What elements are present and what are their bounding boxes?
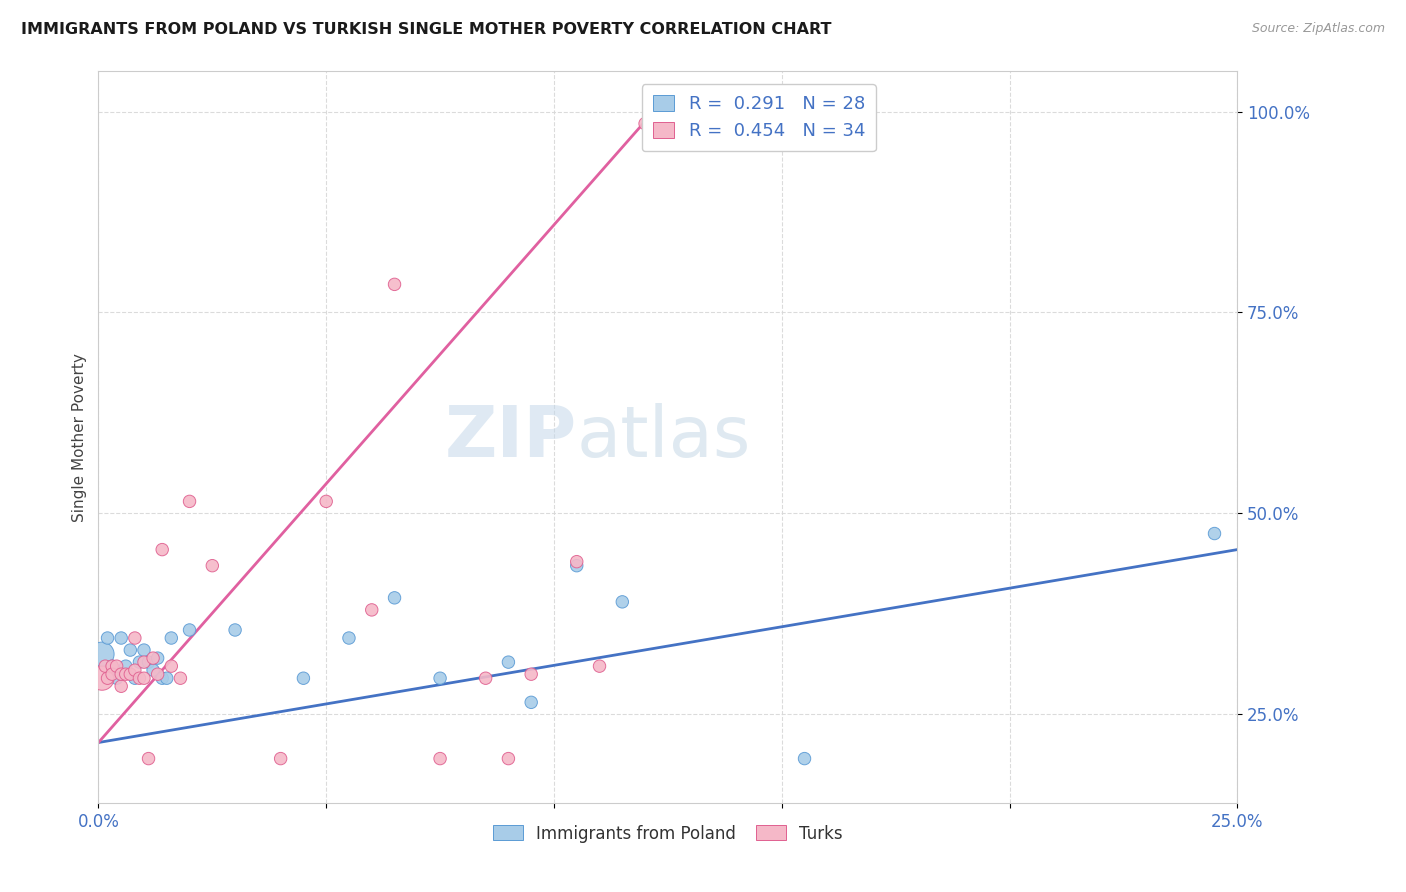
Point (315, 494, 337, 508)
Point (124, 631, 146, 645)
Point (114, 667, 136, 681)
Point (114, 659, 136, 673)
Point (146, 651, 169, 665)
Legend: Immigrants from Poland, Turks: Immigrants from Poland, Turks (486, 818, 849, 849)
Point (91, 647, 114, 661)
Point (132, 655, 155, 669)
Point (142, 663, 165, 677)
Point (91, 671, 114, 685)
Point (150, 671, 173, 685)
Text: Source: ZipAtlas.com: Source: ZipAtlas.com (1251, 22, 1385, 36)
Point (142, 651, 165, 665)
Point (474, 671, 496, 685)
Point (498, 655, 520, 669)
Point (128, 655, 150, 669)
Point (110, 631, 132, 645)
Point (793, 751, 815, 765)
Text: IMMIGRANTS FROM POLAND VS TURKISH SINGLE MOTHER POVERTY CORRELATION CHART: IMMIGRANTS FROM POLAND VS TURKISH SINGLE… (21, 22, 831, 37)
Point (565, 558, 588, 573)
Point (132, 643, 155, 657)
Point (498, 751, 520, 765)
Point (156, 671, 179, 685)
Point (588, 659, 610, 673)
Point (110, 667, 132, 681)
Point (138, 751, 160, 765)
Point (360, 603, 382, 617)
Point (429, 671, 451, 685)
Point (292, 671, 315, 685)
Point (520, 695, 543, 709)
Point (94, 659, 117, 673)
Point (179, 623, 201, 637)
Point (101, 659, 124, 673)
Point (110, 679, 132, 693)
Point (101, 667, 124, 681)
Point (520, 667, 543, 681)
Point (160, 659, 183, 673)
Point (565, 555, 588, 569)
Point (201, 558, 224, 573)
Point (634, 117, 657, 131)
Point (96, 631, 118, 645)
Point (138, 655, 160, 669)
Point (612, 595, 634, 609)
Point (224, 623, 246, 637)
Point (270, 751, 292, 765)
Point (1204, 526, 1226, 541)
Point (150, 542, 173, 557)
Point (384, 591, 406, 605)
Point (101, 659, 124, 673)
Point (337, 631, 360, 645)
Point (120, 667, 142, 681)
Point (105, 659, 128, 673)
Point (120, 643, 142, 657)
Point (128, 671, 150, 685)
Y-axis label: Single Mother Poverty: Single Mother Poverty (72, 352, 87, 522)
Point (160, 631, 183, 645)
Point (384, 277, 406, 292)
Point (124, 671, 146, 685)
Point (96, 671, 118, 685)
Text: atlas: atlas (576, 402, 751, 472)
Point (132, 671, 155, 685)
Point (429, 751, 451, 765)
Point (179, 494, 201, 508)
Point (105, 671, 128, 685)
Text: ZIP: ZIP (444, 402, 576, 472)
Point (169, 671, 191, 685)
Point (124, 663, 146, 677)
Point (146, 667, 169, 681)
